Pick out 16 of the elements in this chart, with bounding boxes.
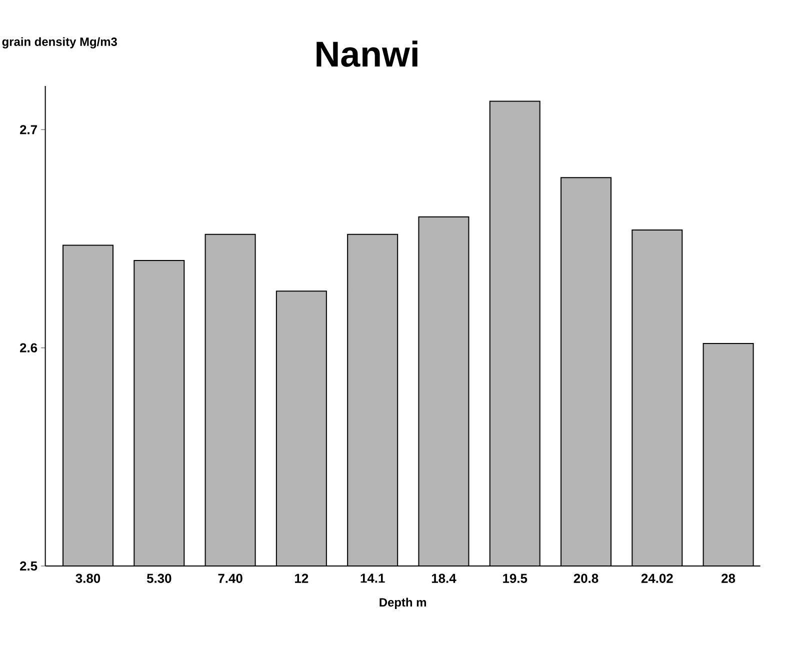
x-tick-label: 18.4	[432, 574, 456, 583]
x-tick-label: 20.8	[574, 574, 598, 583]
x-axis-title: Depth m	[380, 598, 426, 609]
x-tick-label: 14.1	[360, 574, 385, 583]
chart-title: Nanwi	[316, 40, 418, 67]
x-tick-label: 28	[722, 574, 736, 583]
y-tick-label: 2.7	[20, 125, 37, 134]
y-tick-label: 2.6	[20, 343, 38, 352]
y-tick-label: 2.5	[20, 561, 38, 571]
x-tick-label: 24.02	[641, 574, 673, 583]
x-tick-label: 19.5	[503, 574, 528, 583]
x-tick-label: 3.80	[76, 574, 100, 583]
x-tick-label: 5.30	[146, 574, 172, 583]
x-tick-label: 7.40	[218, 574, 242, 583]
x-tick-label: 12	[295, 574, 308, 583]
y-axis-title: grain density Mg/m3	[2, 37, 117, 48]
